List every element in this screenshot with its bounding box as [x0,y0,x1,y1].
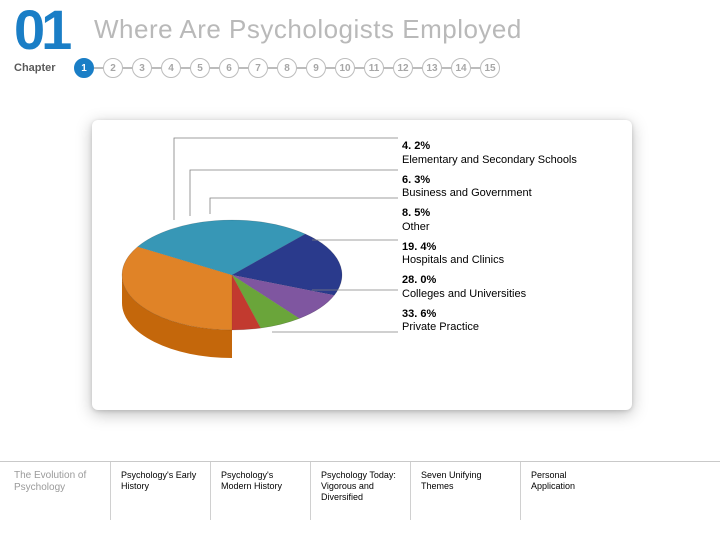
chapter-number: 01 [14,2,68,58]
nav-step-8[interactable]: 8 [277,58,297,78]
nav-step-15[interactable]: 15 [480,58,500,78]
legend-item-2: 8. 5%Other [402,207,622,235]
nav-step-11[interactable]: 11 [364,58,384,78]
nav-step-3[interactable]: 3 [132,58,152,78]
nav-connector [123,67,132,69]
legend-pct: 8. 5% [402,207,622,221]
legend-label: Elementary and Secondary Schools [402,154,577,166]
topic-0[interactable]: Psychology's Early History [110,462,210,520]
nav-connector [413,67,422,69]
nav-step-12[interactable]: 12 [393,58,413,78]
nav-connector [152,67,161,69]
nav-step-10[interactable]: 10 [335,58,355,78]
nav-step-4[interactable]: 4 [161,58,181,78]
nav-step-7[interactable]: 7 [248,58,268,78]
nav-step-6[interactable]: 6 [219,58,239,78]
nav-connector [239,67,248,69]
slide-header: 01 Where Are Psychologists Employed Chap… [0,0,720,92]
nav-connector [471,67,480,69]
nav-step-1[interactable]: 1 [74,58,94,78]
legend-item-0: 4. 2%Elementary and Secondary Schools [402,140,622,168]
legend-pct: 33. 6% [402,308,622,322]
nav-step-14[interactable]: 14 [451,58,471,78]
legend-item-3: 19. 4%Hospitals and Clinics [402,241,622,269]
legend-label: Business and Government [402,187,532,199]
nav-connector [297,67,306,69]
legend-item-5: 33. 6%Private Practice [402,308,622,336]
nav-connector [268,67,277,69]
chart-legend: 4. 2%Elementary and Secondary Schools 6. … [402,140,622,341]
nav-connector [181,67,190,69]
legend-label: Other [402,221,430,233]
topic-3[interactable]: Seven Unifying Themes [410,462,520,520]
employment-chart-panel: 4. 2%Elementary and Secondary Schools 6. … [92,120,632,410]
nav-connector [326,67,335,69]
chapter-label: Chapter [14,62,56,74]
legend-item-4: 28. 0%Colleges and Universities [402,274,622,302]
topic-4[interactable]: Personal Application [520,462,620,520]
slide-title: Where Are Psychologists Employed [94,14,522,45]
nav-connector [94,67,103,69]
nav-step-13[interactable]: 13 [422,58,442,78]
footer-topics: The Evolution of Psychology Psychology's… [0,461,720,520]
legend-pct: 4. 2% [402,140,622,154]
legend-item-1: 6. 3%Business and Government [402,174,622,202]
nav-connector [210,67,219,69]
nav-connector [384,67,393,69]
nav-connector [355,67,364,69]
book-subtitle: The Evolution of Psychology [0,462,110,494]
legend-pct: 28. 0% [402,274,622,288]
nav-step-5[interactable]: 5 [190,58,210,78]
nav-step-2[interactable]: 2 [103,58,123,78]
legend-label: Private Practice [402,321,479,333]
legend-pct: 6. 3% [402,174,622,188]
legend-label: Colleges and Universities [402,288,526,300]
topic-1[interactable]: Psychology's Modern History [210,462,310,520]
chapter-nav: 123456789101112131415 [74,58,500,78]
nav-connector [442,67,451,69]
topic-2[interactable]: Psychology Today: Vigorous and Diversifi… [310,462,410,520]
legend-label: Hospitals and Clinics [402,254,504,266]
legend-pct: 19. 4% [402,241,622,255]
nav-step-9[interactable]: 9 [306,58,326,78]
